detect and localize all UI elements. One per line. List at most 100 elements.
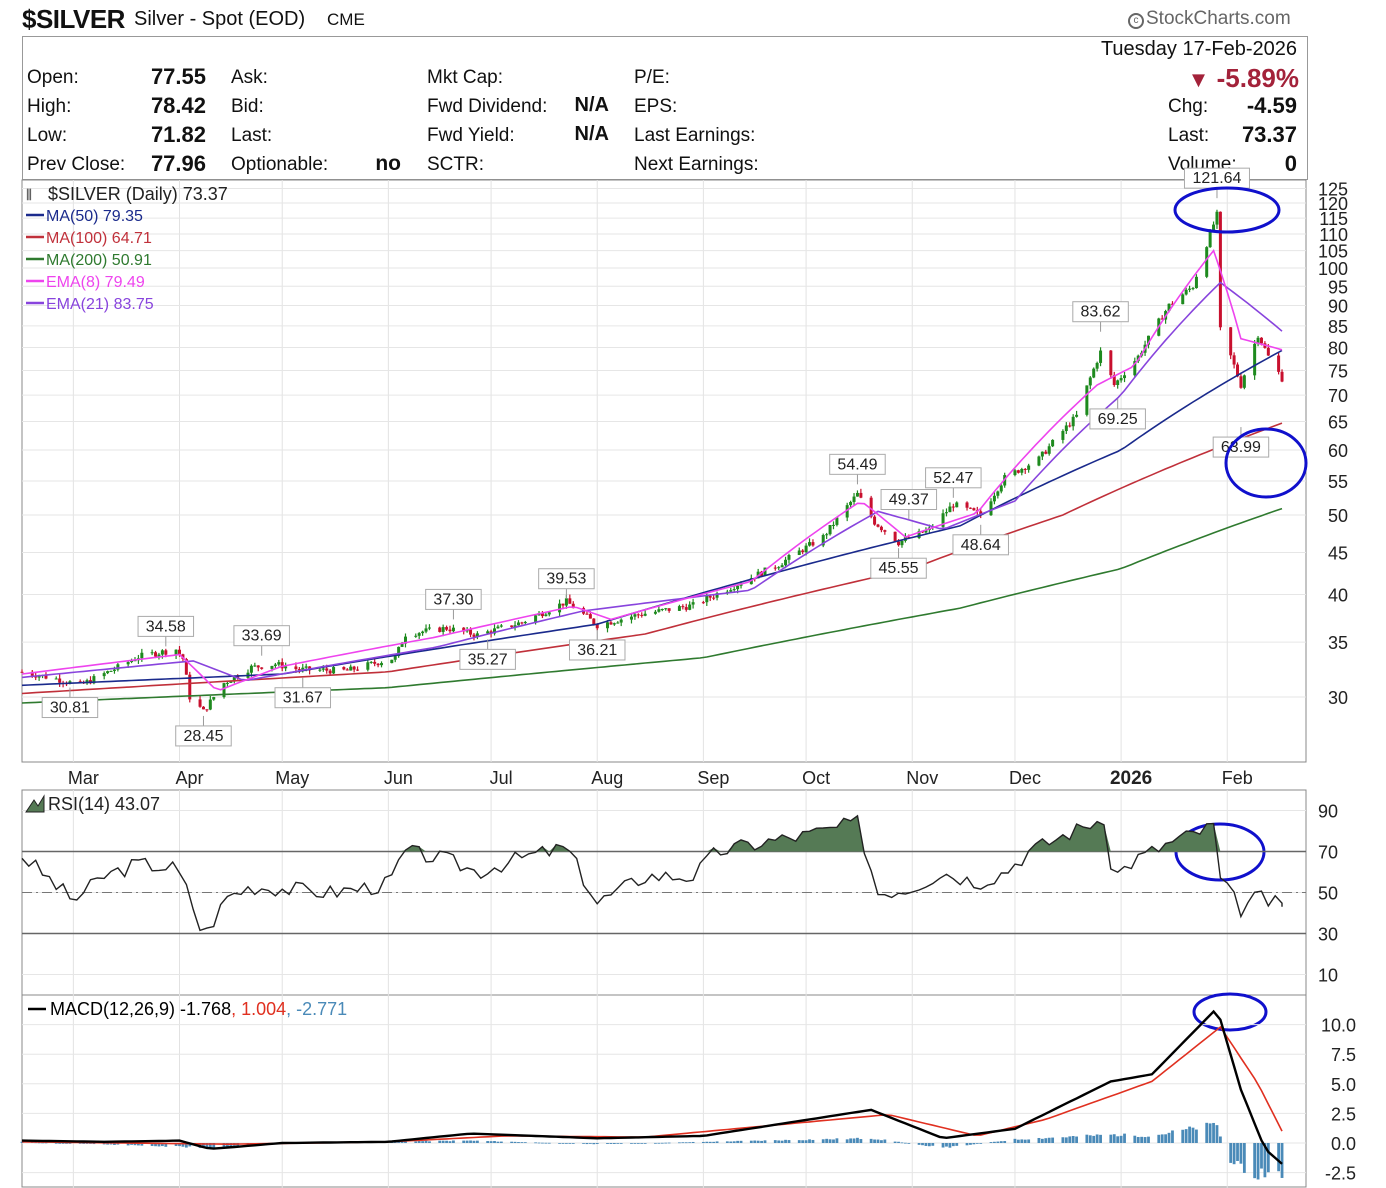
rsi-panel: 10 30 50 70 90 RSI(14) 43.07 — [21, 794, 1338, 986]
macd-histogram-bar — [1020, 1139, 1024, 1144]
change-percent-value: -5.89% — [1216, 63, 1299, 93]
brand-logo[interactable]: c StockCharts.com — [1128, 8, 1291, 30]
macd-histogram-bar — [421, 1141, 425, 1144]
macd-histogram-bar — [89, 1143, 92, 1144]
macd-histogram-bar — [1260, 1143, 1263, 1169]
annotation-box — [233, 625, 290, 647]
candle-body — [160, 650, 164, 655]
macd-histogram-bar — [705, 1141, 709, 1144]
candle-body — [849, 501, 853, 506]
bid-label: Bid: — [231, 96, 264, 117]
macd-histogram-bar — [116, 1143, 120, 1145]
macd-histogram-bar — [951, 1143, 955, 1147]
macd-histogram-bar — [164, 1143, 168, 1147]
candle-body — [989, 501, 993, 516]
macd-histogram-bar — [1219, 1136, 1222, 1144]
candle-body — [636, 614, 640, 616]
candle-body — [448, 629, 452, 632]
candle-body — [201, 706, 205, 710]
macd-histogram-bar — [897, 1141, 900, 1144]
candle-body — [595, 624, 599, 629]
macd-histogram-bar — [633, 1143, 637, 1144]
macd-histogram-bar — [835, 1138, 839, 1144]
price-tick-label: 90 — [1328, 297, 1348, 317]
macd-histogram-bar — [1263, 1143, 1267, 1178]
candle-body — [366, 662, 370, 670]
candle-body — [996, 491, 1000, 496]
macd-histogram-bar — [1167, 1132, 1171, 1144]
rsi-tick-label: 30 — [1318, 925, 1338, 945]
macd-histogram-bar — [1256, 1143, 1260, 1180]
candle-body — [150, 652, 154, 654]
macd-histogram-bar — [664, 1142, 668, 1144]
macd-histogram-bar — [811, 1139, 815, 1144]
macd-line — [21, 1009, 1283, 1165]
fwd-dividend-value: N/A — [574, 94, 609, 116]
macd-histogram-bar — [82, 1143, 86, 1144]
candle-body — [451, 627, 455, 632]
candle-body — [739, 584, 743, 586]
date-tick-label: Jun — [384, 768, 413, 788]
macd-histogram-bar — [472, 1140, 476, 1144]
candle-body — [900, 540, 904, 546]
change-percent: ▼ -5.89% — [1188, 63, 1299, 94]
candle-body — [414, 635, 418, 637]
candle-body — [109, 670, 113, 672]
macd-histogram-bar — [701, 1141, 705, 1144]
macd-histogram-bar — [1112, 1134, 1116, 1144]
macd-histogram-bar — [725, 1141, 729, 1144]
legend: $SILVER (Daily) 73.37 ⫼ MA(50) 79.35 MA(100… — [26, 184, 228, 313]
candle-body — [1016, 470, 1020, 473]
candle-body — [472, 634, 476, 637]
macd-histogram-bar — [873, 1139, 876, 1144]
candle-body — [1023, 468, 1027, 470]
macd-histogram-bar — [955, 1143, 959, 1146]
macd-histogram-bar — [469, 1140, 472, 1144]
price-tick-label: 115 — [1319, 209, 1348, 229]
candle-body — [373, 661, 377, 664]
candle-body — [705, 595, 709, 603]
macd-histogram-bar — [712, 1141, 716, 1144]
candle-body — [229, 681, 233, 683]
candle-body — [516, 622, 520, 626]
date-tick-label: Oct — [802, 768, 830, 788]
legend-entry: MA(100) 64.71 — [46, 230, 152, 247]
candle-body — [664, 608, 668, 610]
annotation-box — [459, 648, 516, 670]
candle-body — [1184, 289, 1188, 295]
candle-body — [445, 627, 449, 630]
candle-body — [1188, 288, 1192, 290]
macd-histogram-bar — [541, 1142, 544, 1144]
annotation-box — [880, 489, 938, 511]
macd-histogram-bar — [465, 1140, 469, 1144]
macd-histogram-bar — [520, 1142, 524, 1144]
candle-body — [140, 652, 144, 659]
macd-histogram-bar — [544, 1142, 548, 1144]
macd-histogram-bar — [1044, 1138, 1048, 1144]
candle-body — [174, 649, 178, 655]
candle-body — [1013, 470, 1017, 476]
macd-histogram-bar — [1239, 1143, 1243, 1164]
macd-histogram-bar — [1157, 1134, 1161, 1144]
macd-histogram-bar — [445, 1140, 448, 1144]
macd-histogram-bar — [137, 1143, 140, 1146]
candle-body — [489, 631, 493, 634]
macd-tick-label: -2.5 — [1325, 1164, 1356, 1184]
annotation-box — [829, 453, 886, 475]
axis-labels: Mar Apr May Jun Jul Aug Sep Oct Nov Dec 2026 Feb 30 3… — [68, 179, 1348, 789]
candle-body — [30, 671, 34, 676]
candle-body — [883, 530, 887, 532]
candle-body — [965, 502, 969, 508]
annotation-label: 54.49 — [837, 456, 877, 473]
macd-legend: MACD(12,26,9) -1.768, 1.004, -2.771 — [50, 999, 347, 1019]
candle-body — [869, 497, 873, 517]
candle-body — [773, 567, 777, 569]
macd-histogram-bar — [989, 1142, 993, 1144]
macd-histogram-bar — [397, 1141, 401, 1144]
candle-body — [729, 590, 733, 592]
price-tick-label: 65 — [1328, 412, 1348, 432]
candle-body — [270, 665, 274, 669]
macd-histogram-bar — [763, 1140, 767, 1144]
legend-entry: EMA(21) 83.75 — [46, 296, 154, 313]
